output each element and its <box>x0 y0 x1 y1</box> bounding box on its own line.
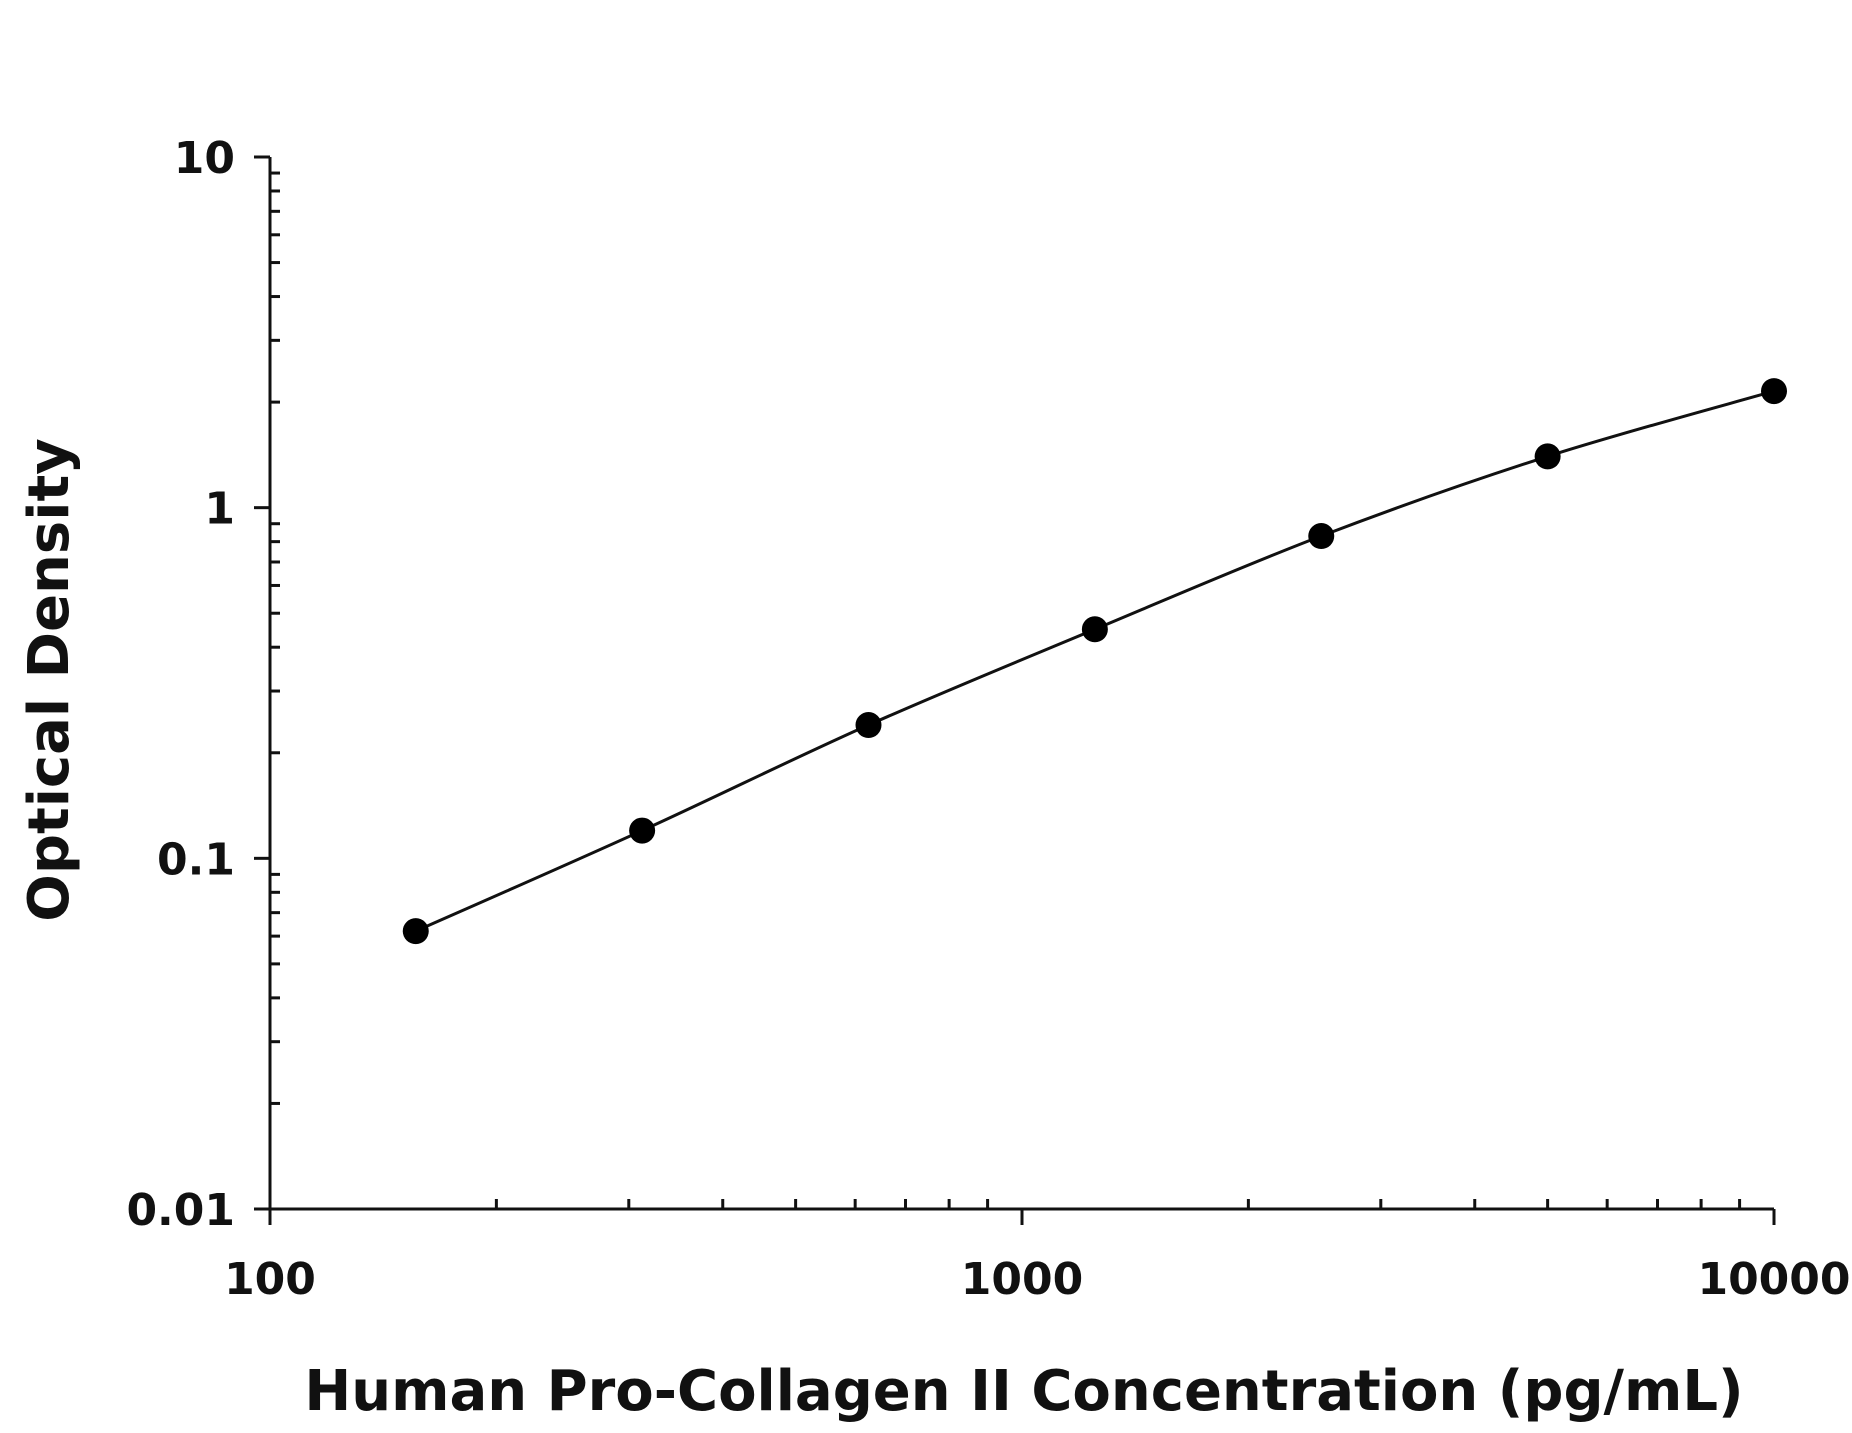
axes <box>268 157 1774 1211</box>
y-axis-ticks <box>254 155 280 1211</box>
x-axis-title: Human Pro-Collagen II Concentration (pg/… <box>304 1359 1743 1424</box>
y-axis-tick-labels: 10 1 0.1 0.01 <box>126 133 235 1236</box>
data-point <box>1308 523 1335 550</box>
y-tick-label: 0.01 <box>126 1185 235 1236</box>
y-tick-label: 0.1 <box>157 834 235 885</box>
fit-curve <box>415 389 1775 933</box>
x-axis-tick-labels: 100 1000 10000 <box>224 1254 1850 1305</box>
data-point <box>855 712 882 739</box>
x-tick-label: 100 <box>224 1254 316 1305</box>
data-point <box>629 817 656 844</box>
x-tick-label: 1000 <box>961 1254 1083 1305</box>
data-point <box>1534 443 1561 470</box>
data-point <box>1081 616 1108 643</box>
data-point <box>402 918 429 945</box>
data-points <box>402 378 1787 945</box>
y-tick-label: 1 <box>204 484 235 535</box>
y-tick-label: 10 <box>174 133 235 184</box>
y-axis-title: Optical Density <box>17 438 82 921</box>
x-tick-label: 10000 <box>1697 1254 1850 1305</box>
data-point <box>1761 378 1787 405</box>
x-axis-ticks <box>268 1199 1776 1225</box>
